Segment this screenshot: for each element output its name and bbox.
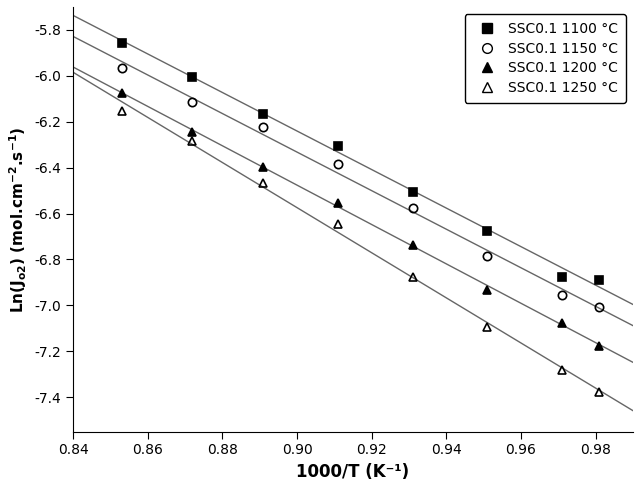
SSC0.1 1100 °C — [189, 74, 196, 80]
SSC0.1 1200 °C — [409, 242, 417, 247]
Line: SSC0.1 1100 °C: SSC0.1 1100 °C — [117, 39, 604, 285]
SSC0.1 1150 °C — [484, 253, 492, 259]
SSC0.1 1200 °C — [334, 200, 342, 206]
SSC0.1 1150 °C — [334, 162, 342, 167]
SSC0.1 1150 °C — [409, 205, 417, 211]
SSC0.1 1200 °C — [189, 129, 196, 135]
SSC0.1 1250 °C — [409, 274, 417, 280]
SSC0.1 1100 °C — [484, 228, 492, 234]
SSC0.1 1250 °C — [260, 180, 268, 185]
SSC0.1 1150 °C — [260, 124, 268, 130]
SSC0.1 1200 °C — [558, 320, 566, 325]
SSC0.1 1250 °C — [118, 108, 125, 114]
SSC0.1 1100 °C — [596, 277, 604, 283]
SSC0.1 1250 °C — [189, 138, 196, 144]
SSC0.1 1250 °C — [334, 221, 342, 227]
SSC0.1 1250 °C — [596, 388, 604, 394]
SSC0.1 1100 °C — [409, 189, 417, 195]
SSC0.1 1100 °C — [334, 143, 342, 149]
Line: SSC0.1 1250 °C: SSC0.1 1250 °C — [117, 107, 604, 396]
SSC0.1 1150 °C — [558, 292, 566, 298]
SSC0.1 1200 °C — [596, 343, 604, 348]
SSC0.1 1250 °C — [558, 367, 566, 373]
SSC0.1 1100 °C — [260, 111, 268, 117]
Y-axis label: Ln(J$_{\mathregular{o2}}$) (mol.cm$^{\mathregular{-2}}$.s$^{\mathregular{-1}}$): Ln(J$_{\mathregular{o2}}$) (mol.cm$^{\ma… — [7, 126, 29, 313]
SSC0.1 1200 °C — [260, 163, 268, 169]
SSC0.1 1150 °C — [596, 304, 604, 309]
Line: SSC0.1 1150 °C: SSC0.1 1150 °C — [117, 63, 604, 311]
SSC0.1 1100 °C — [558, 274, 566, 280]
SSC0.1 1200 °C — [118, 90, 125, 96]
SSC0.1 1250 °C — [484, 325, 492, 330]
Line: SSC0.1 1200 °C: SSC0.1 1200 °C — [117, 89, 604, 350]
SSC0.1 1100 °C — [118, 40, 125, 45]
SSC0.1 1200 °C — [484, 287, 492, 293]
SSC0.1 1150 °C — [118, 65, 125, 71]
X-axis label: 1000/T (K⁻¹): 1000/T (K⁻¹) — [296, 463, 410, 481]
SSC0.1 1150 °C — [189, 99, 196, 105]
Legend: SSC0.1 1100 °C, SSC0.1 1150 °C, SSC0.1 1200 °C, SSC0.1 1250 °C: SSC0.1 1100 °C, SSC0.1 1150 °C, SSC0.1 1… — [465, 14, 626, 103]
